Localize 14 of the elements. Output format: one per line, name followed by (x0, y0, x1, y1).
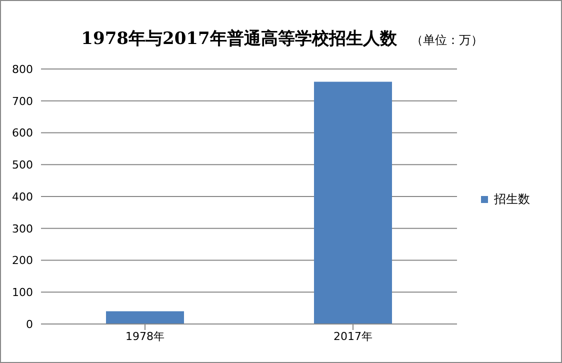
chart-subtitle: （单位：万） (410, 33, 483, 47)
y-tick-label: 400 (12, 190, 33, 204)
legend-label: 招生数 (494, 191, 530, 208)
y-tick-label: 800 (12, 62, 33, 76)
y-tick-label: 700 (12, 94, 33, 108)
y-tick-label: 200 (12, 254, 33, 268)
x-tick-label: 2017年 (334, 330, 372, 343)
x-tick-label: 1978年 (126, 330, 164, 343)
y-tick-label: 300 (12, 222, 33, 236)
y-tick-label: 500 (12, 158, 33, 172)
y-tick-label: 0 (26, 318, 33, 331)
chart-title: 1978年与2017年普通高等学校招生人数 (81, 29, 397, 49)
y-tick-label: 100 (12, 286, 33, 300)
y-tick-label: 600 (12, 126, 33, 140)
